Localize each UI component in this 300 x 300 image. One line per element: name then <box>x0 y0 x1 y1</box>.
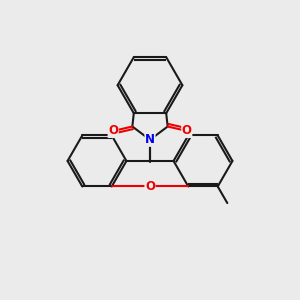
Text: N: N <box>145 133 155 146</box>
Text: O: O <box>108 124 118 137</box>
Text: O: O <box>182 124 192 137</box>
Text: O: O <box>145 180 155 193</box>
